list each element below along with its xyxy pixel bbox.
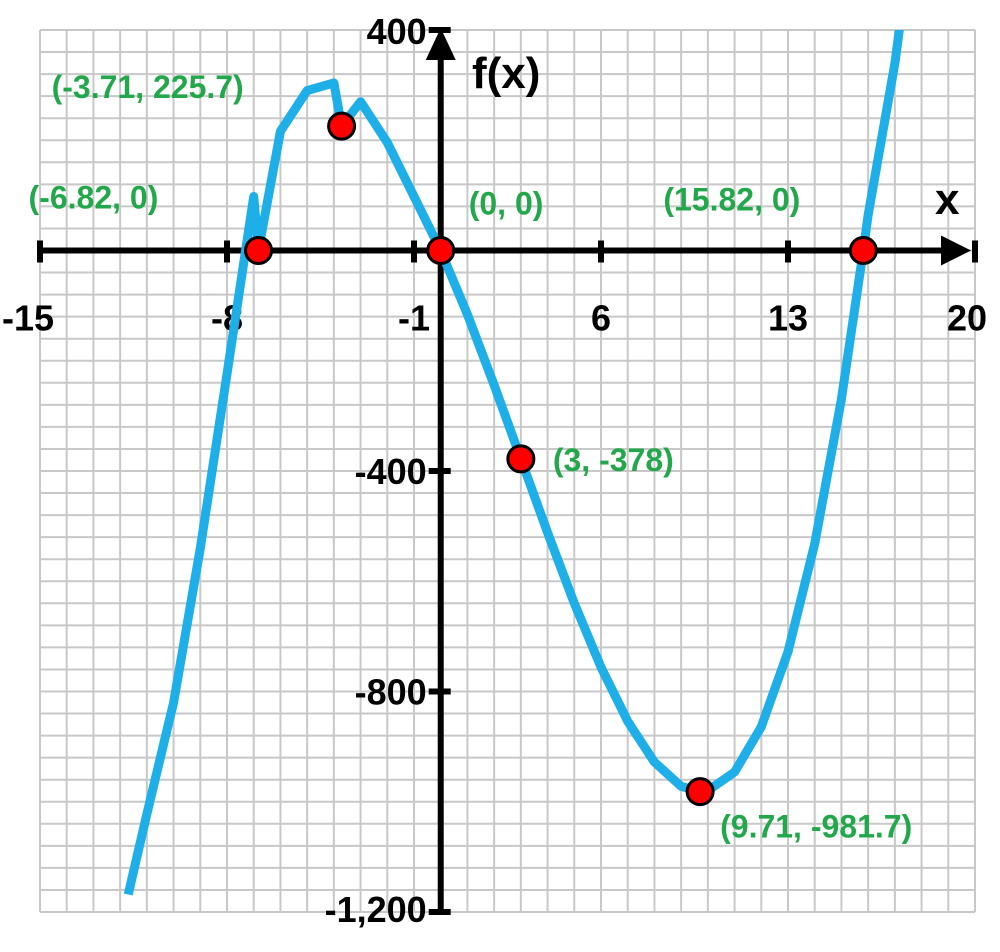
highlight-point (426, 236, 456, 265)
highlight-point (244, 236, 274, 265)
points-layer (244, 111, 878, 807)
x-tick-label: -1 (398, 298, 430, 339)
y-tick-label: 400 (367, 11, 427, 52)
highlight-point (685, 777, 715, 807)
labels-layer: (-3.71, 225.7) (-6.82, 0) (0, 0) (15.82, 0)… (29, 69, 913, 845)
x-axis-title: x (935, 175, 960, 224)
point-label: (15.82, 0) (663, 182, 800, 218)
x-axis-arrow (941, 235, 971, 266)
y-tick-label: -800 (355, 672, 427, 713)
highlight-point (506, 444, 536, 474)
point-label: (0, 0) (469, 186, 544, 222)
grid (39, 29, 976, 913)
x-tick-label: 13 (768, 298, 808, 339)
x-tick-label: 20 (947, 298, 987, 339)
y-axis-title: f(x) (472, 49, 540, 98)
y-tick-label: -1,200 (325, 889, 427, 930)
highlight-point (327, 111, 357, 141)
highlight-point (848, 236, 878, 265)
x-tick-label: -15 (2, 298, 54, 339)
y-tick-label: -400 (355, 451, 427, 492)
x-tick-label: 6 (591, 298, 611, 339)
y-axis-arrow (425, 28, 456, 60)
point-label: (3, -378) (553, 442, 674, 478)
point-label: (-6.82, 0) (29, 180, 159, 216)
point-label: (9.71, -981.7) (720, 809, 912, 845)
point-label: (-3.71, 225.7) (52, 69, 244, 105)
